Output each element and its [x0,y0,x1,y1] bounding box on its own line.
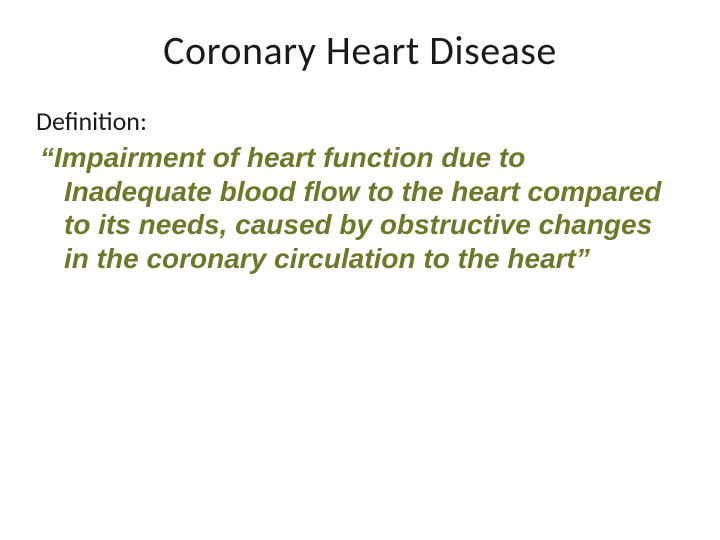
definition-quote: “Impairment of heart function due to Ina… [40,141,680,275]
slide-container: Coronary Heart Disease Definition: “Impa… [0,0,720,540]
slide-title: Coronary Heart Disease [40,26,680,75]
definition-label: Definition: [36,105,680,137]
